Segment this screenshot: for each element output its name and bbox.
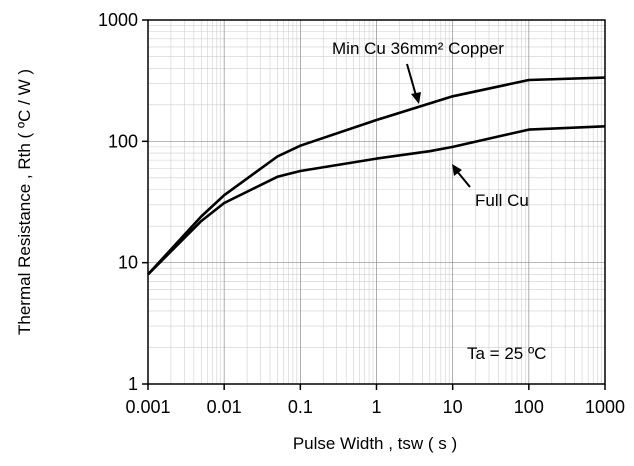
x-tick-label: 0.01: [207, 397, 242, 417]
tick-marks: [142, 19, 606, 390]
y-axis-label: Thermal Resistance , Rth ( ºC / W ): [15, 69, 34, 335]
x-tick-labels: 0.001 0.01 0.1 1 10 100 1000: [125, 397, 625, 417]
annotation-ambient-temp: Ta = 25 ºC: [467, 344, 546, 363]
x-tick-label: 1000: [585, 397, 625, 417]
grid: [147, 19, 606, 385]
x-tick-label: 0.1: [288, 397, 313, 417]
series-group: [147, 76, 606, 276]
x-tick-label: 100: [514, 397, 544, 417]
annotation-min-cu: Min Cu 36mm² Copper: [332, 39, 504, 58]
y-tick-label: 10: [118, 253, 138, 273]
series-line-full-cu: [147, 125, 606, 276]
arrow-full-cu: [455, 169, 471, 188]
x-tick-label: 0.001: [125, 397, 170, 417]
annotations: Min Cu 36mm² Copper Full Cu Ta = 25 ºC: [332, 39, 546, 363]
y-tick-label: 100: [108, 131, 138, 151]
x-tick-label: 1: [371, 397, 381, 417]
x-tick-label: 10: [443, 397, 463, 417]
arrowhead-min-cu: [411, 92, 421, 104]
y-tick-label: 1000: [98, 10, 138, 30]
x-axis-label: Pulse Width , tsw ( s ): [293, 434, 457, 453]
y-tick-labels: 1 10 100 1000: [98, 10, 138, 394]
y-tick-label: 1: [128, 374, 138, 394]
series-line-min-cu: [147, 76, 606, 276]
annotation-full-cu: Full Cu: [475, 191, 529, 210]
arrowhead-full-cu: [452, 164, 462, 176]
